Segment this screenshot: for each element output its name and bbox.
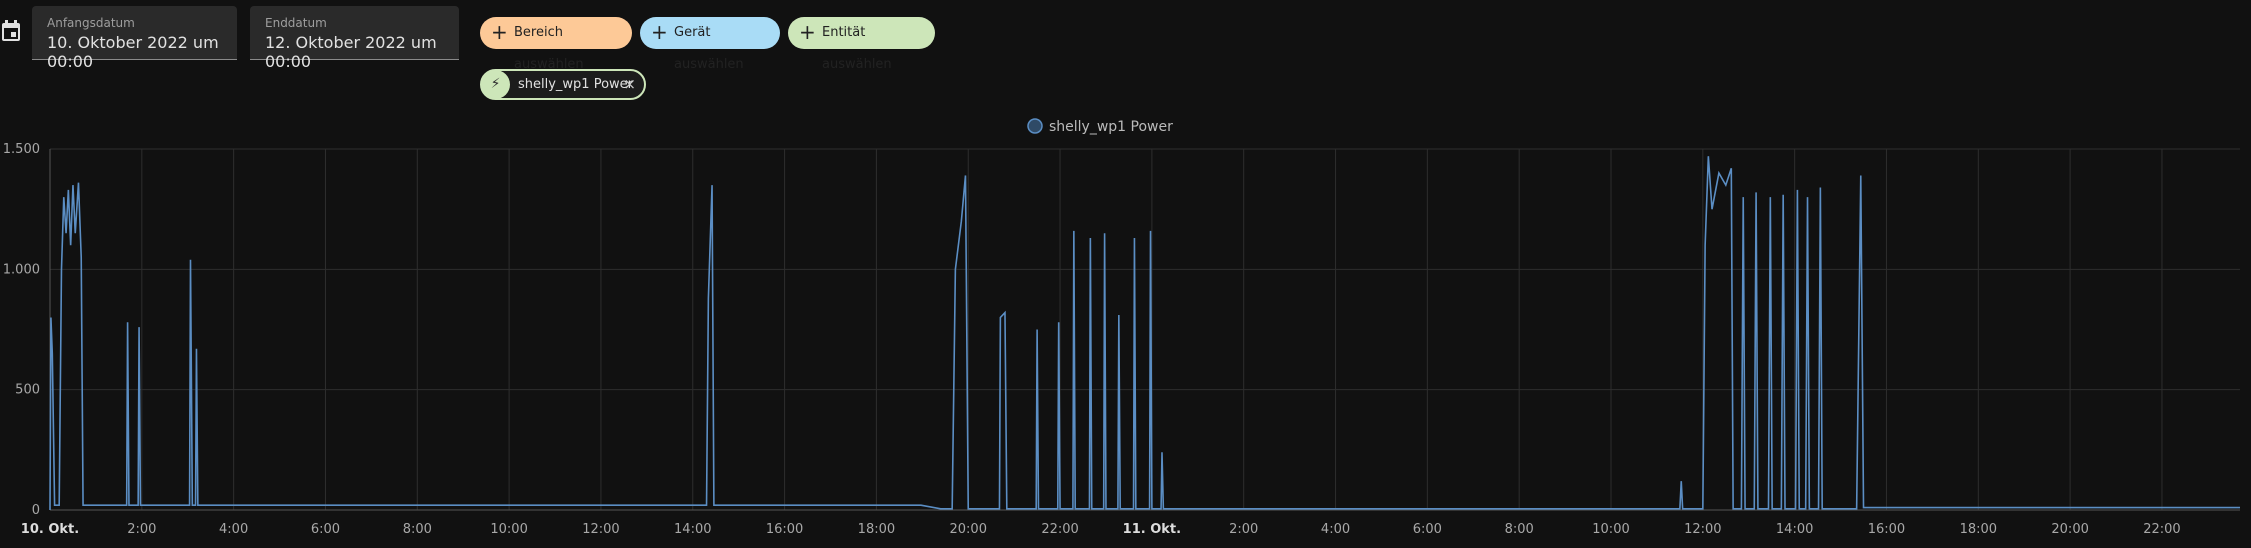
legend-label: shelly_wp1 Power <box>1049 119 1173 135</box>
value: 10. Oktober 2022 um 00:00 <box>47 33 219 71</box>
x-tick-label: 16:00 <box>1868 522 1905 537</box>
x-tick-label: 12:00 <box>1684 522 1721 537</box>
x-tick-label: 20:00 <box>2051 522 2088 537</box>
label: Enddatum <box>265 16 327 30</box>
remove-button[interactable]: × <box>623 75 636 93</box>
x-tick-label: 4:00 <box>1321 522 1350 537</box>
legend-marker <box>1027 118 1043 134</box>
x-tick-label: 18:00 <box>858 522 895 537</box>
x-tick-label: 8:00 <box>1505 522 1534 537</box>
start-date[interactable]: Anfangsdatum 10. Oktober 2022 um 00:00 <box>32 6 237 71</box>
x-tick-label: 14:00 <box>674 522 711 537</box>
x-tick-label: 10:00 <box>490 522 527 537</box>
calendar-icon[interactable] <box>0 18 24 44</box>
x-tick-label: 2:00 <box>1229 522 1258 537</box>
label: Anfangsdatum <box>47 16 135 30</box>
data-line <box>49 156 2240 511</box>
x-tick-label: 10. Okt. <box>21 522 79 537</box>
y-tick-label: 1.500 <box>3 142 40 157</box>
y-tick-label: 500 <box>15 383 40 398</box>
x-tick-label: 10:00 <box>1592 522 1629 537</box>
x-tick-label: 14:00 <box>1776 522 1813 537</box>
entity-icon: ⚡ <box>481 70 510 99</box>
x-tick-label: 12:00 <box>582 522 619 537</box>
x-tick-label: 11. Okt. <box>1123 522 1181 537</box>
x-tick-label: 2:00 <box>127 522 156 537</box>
x-tick-label: 6:00 <box>1413 522 1442 537</box>
x-tick-label: 18:00 <box>1960 522 1997 537</box>
end-date[interactable]: Enddatum 12. Oktober 2022 um 00:00 <box>250 6 459 71</box>
y-tick-label: 0 <box>32 503 40 518</box>
x-tick-label: 16:00 <box>766 522 803 537</box>
x-tick-label: 4:00 <box>219 522 248 537</box>
x-tick-label: 6:00 <box>311 522 340 537</box>
selected-entity: ⚡ shelly_wp1 Power × <box>480 69 646 100</box>
x-tick-label: 8:00 <box>403 522 432 537</box>
area-chip[interactable]: Bereich auswählen <box>480 16 632 72</box>
entity-chip[interactable]: Entität auswählen <box>788 16 935 72</box>
entity-name: shelly_wp1 Power <box>518 77 634 92</box>
value: 12. Oktober 2022 um 00:00 <box>265 33 437 71</box>
device-chip[interactable]: Gerät auswählen <box>640 16 780 72</box>
x-tick-label: 22:00 <box>1041 522 1078 537</box>
x-tick-label: 22:00 <box>2143 522 2180 537</box>
x-tick-label: 20:00 <box>950 522 987 537</box>
y-tick-label: 1.000 <box>3 262 40 277</box>
